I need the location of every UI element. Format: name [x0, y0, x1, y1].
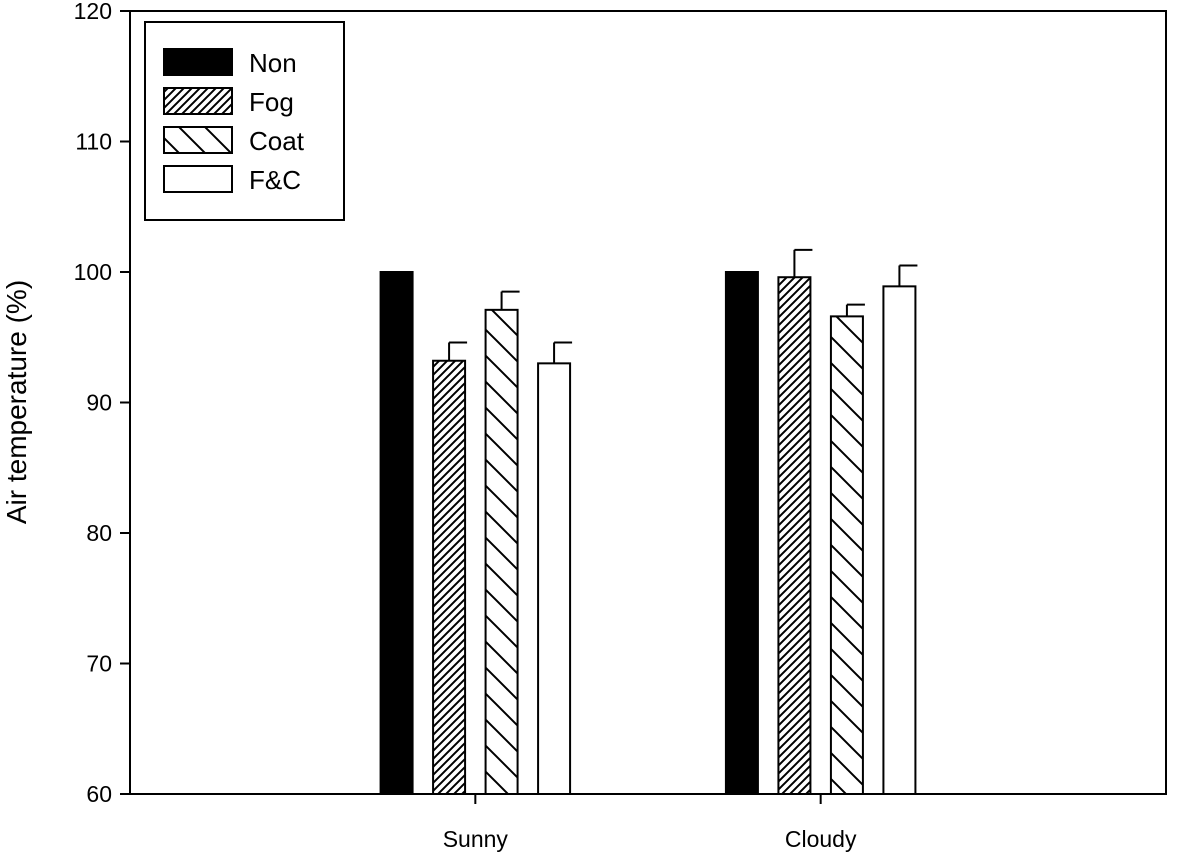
legend-swatch: [163, 165, 233, 193]
bar: [882, 285, 917, 795]
legend-swatch: [163, 126, 233, 154]
x-axis: Sunny Cloudy: [443, 794, 857, 852]
x-tick-label: Sunny: [443, 826, 509, 852]
bar: [484, 308, 519, 795]
y-axis: 60 70 80 90 100 110 120: [74, 0, 130, 807]
y-tick-label: 60: [86, 781, 112, 807]
bar: [432, 359, 467, 795]
bar: [537, 362, 572, 795]
y-tick-label: 90: [86, 390, 112, 416]
legend-swatch: [163, 87, 233, 115]
y-axis-title: Air temperature (%): [1, 280, 32, 524]
bar: [829, 315, 864, 795]
legend-swatch: [163, 48, 233, 76]
bar: [777, 276, 812, 796]
y-tick-label: 100: [74, 259, 112, 285]
legend-label: Fog: [249, 87, 294, 117]
y-tick-label: 120: [74, 0, 112, 24]
y-tick-label: 110: [75, 129, 112, 155]
plot-frame: [129, 10, 1167, 795]
legend-label: F&C: [249, 165, 301, 195]
legend: Non Fog Coat F&C: [144, 21, 345, 221]
bars: [379, 248, 918, 796]
y-tick-label: 80: [86, 520, 112, 546]
bar: [724, 271, 759, 795]
bar: [379, 271, 414, 795]
legend-label: Coat: [249, 126, 305, 156]
x-tick-label: Cloudy: [785, 826, 857, 852]
legend-label: Non: [249, 48, 297, 78]
y-tick-label: 70: [86, 651, 112, 677]
